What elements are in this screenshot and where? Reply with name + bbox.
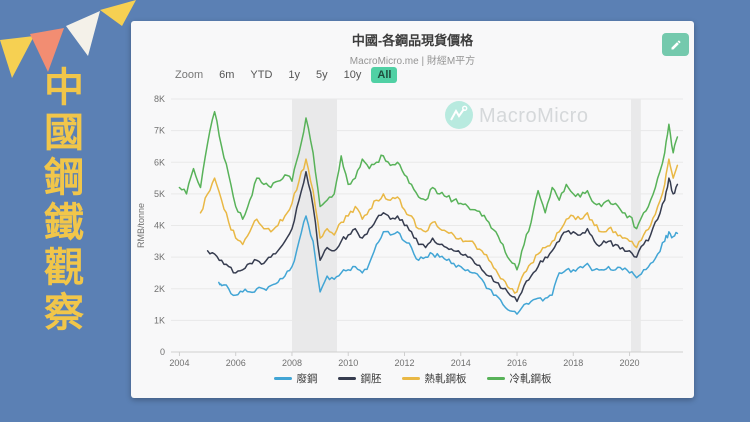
flag-yellow-icon xyxy=(0,36,34,78)
y-tick-label: 4K xyxy=(154,221,165,231)
series-line-廢鋼[interactable] xyxy=(218,215,679,315)
y-tick-label: 2K xyxy=(154,284,165,294)
y-tick-label: 0 xyxy=(160,347,165,357)
y-tick-label: 3K xyxy=(154,252,165,262)
y-tick-label: 7K xyxy=(154,126,165,136)
x-tick-label: 2004 xyxy=(169,358,189,368)
x-tick-label: 2006 xyxy=(226,358,246,368)
zoom-label: Zoom xyxy=(175,69,204,81)
watermark: MacroMicro xyxy=(445,101,588,129)
x-tick-label: 2016 xyxy=(507,358,527,368)
zoom-range-button-6m[interactable]: 6m xyxy=(219,69,235,81)
y-axis-title: RMB/tonne xyxy=(136,203,146,248)
line-swatch-icon xyxy=(486,377,505,380)
chart-subtitle: MacroMicro.me | 財經M平方 xyxy=(349,56,476,67)
legend-label: 冷軋鋼板 xyxy=(509,373,552,385)
legend-item[interactable]: 鋼胚 xyxy=(337,371,382,386)
zoom-range-button-ytd[interactable]: YTD xyxy=(250,69,273,81)
line-swatch-icon xyxy=(273,377,292,380)
vertical-banner-title: 中國鋼鐵觀察 xyxy=(38,66,82,336)
chart-card: 中國-各鋼品現貨價格 MacroMicro.me | 財經M平方 Zoom 6m… xyxy=(131,21,694,398)
pencil-icon xyxy=(670,39,682,51)
y-tick-label: 5K xyxy=(154,189,165,199)
zoom-range-toolbar: Zoom 6m YTD 1y 5y 10y All xyxy=(175,67,401,83)
zoom-range-button-all[interactable]: All xyxy=(371,67,398,83)
line-swatch-icon xyxy=(401,377,420,380)
edit-button[interactable] xyxy=(662,33,689,56)
watermark-text: MacroMicro xyxy=(479,105,588,127)
x-tick-label: 2014 xyxy=(451,358,471,368)
series-line-鋼胚[interactable] xyxy=(206,170,679,303)
x-tick-label: 2012 xyxy=(394,358,414,368)
x-tick-label: 2018 xyxy=(563,358,583,368)
chart-plot-area[interactable]: 0 1K 2K 3K 4K 5K 6K 7K 8K 2004 2006 2008 2010 2012 201… xyxy=(135,87,687,371)
legend-label: 廢鋼 xyxy=(296,373,318,385)
legend-label: 熱軋鋼板 xyxy=(424,373,467,385)
x-tick-label: 2008 xyxy=(282,358,302,368)
legend: 廢鋼 鋼胚 熱軋鋼板 冷軋鋼板 xyxy=(131,371,694,386)
legend-item[interactable]: 熱軋鋼板 xyxy=(401,371,467,386)
series-line-熱軋鋼板[interactable] xyxy=(199,158,679,294)
zoom-range-button-5y[interactable]: 5y xyxy=(316,69,328,81)
flag-white-icon xyxy=(66,11,100,56)
y-tick-label: 1K xyxy=(154,315,165,325)
legend-item[interactable]: 廢鋼 xyxy=(273,371,318,386)
zoom-range-button-10y[interactable]: 10y xyxy=(343,69,362,81)
x-tick-label: 2010 xyxy=(338,358,358,368)
price-chart-svg[interactable]: 0 1K 2K 3K 4K 5K 6K 7K 8K 2004 2006 2008 2010 2012 201… xyxy=(135,87,687,371)
line-swatch-icon xyxy=(337,377,356,380)
zoom-range-button-1y[interactable]: 1y xyxy=(288,69,301,81)
y-tick-label: 8K xyxy=(154,94,165,104)
series-line-冷軋鋼板[interactable] xyxy=(178,110,679,271)
legend-label: 鋼胚 xyxy=(360,373,382,385)
legend-item[interactable]: 冷軋鋼板 xyxy=(486,371,552,386)
flag-yellow2-icon xyxy=(100,0,136,26)
bunting-flags-decoration xyxy=(0,0,136,78)
flag-coral-icon xyxy=(30,28,64,72)
chart-title: 中國-各鋼品現貨價格 xyxy=(351,33,474,48)
y-tick-label: 6K xyxy=(154,157,165,167)
x-tick-label: 2020 xyxy=(620,358,640,368)
